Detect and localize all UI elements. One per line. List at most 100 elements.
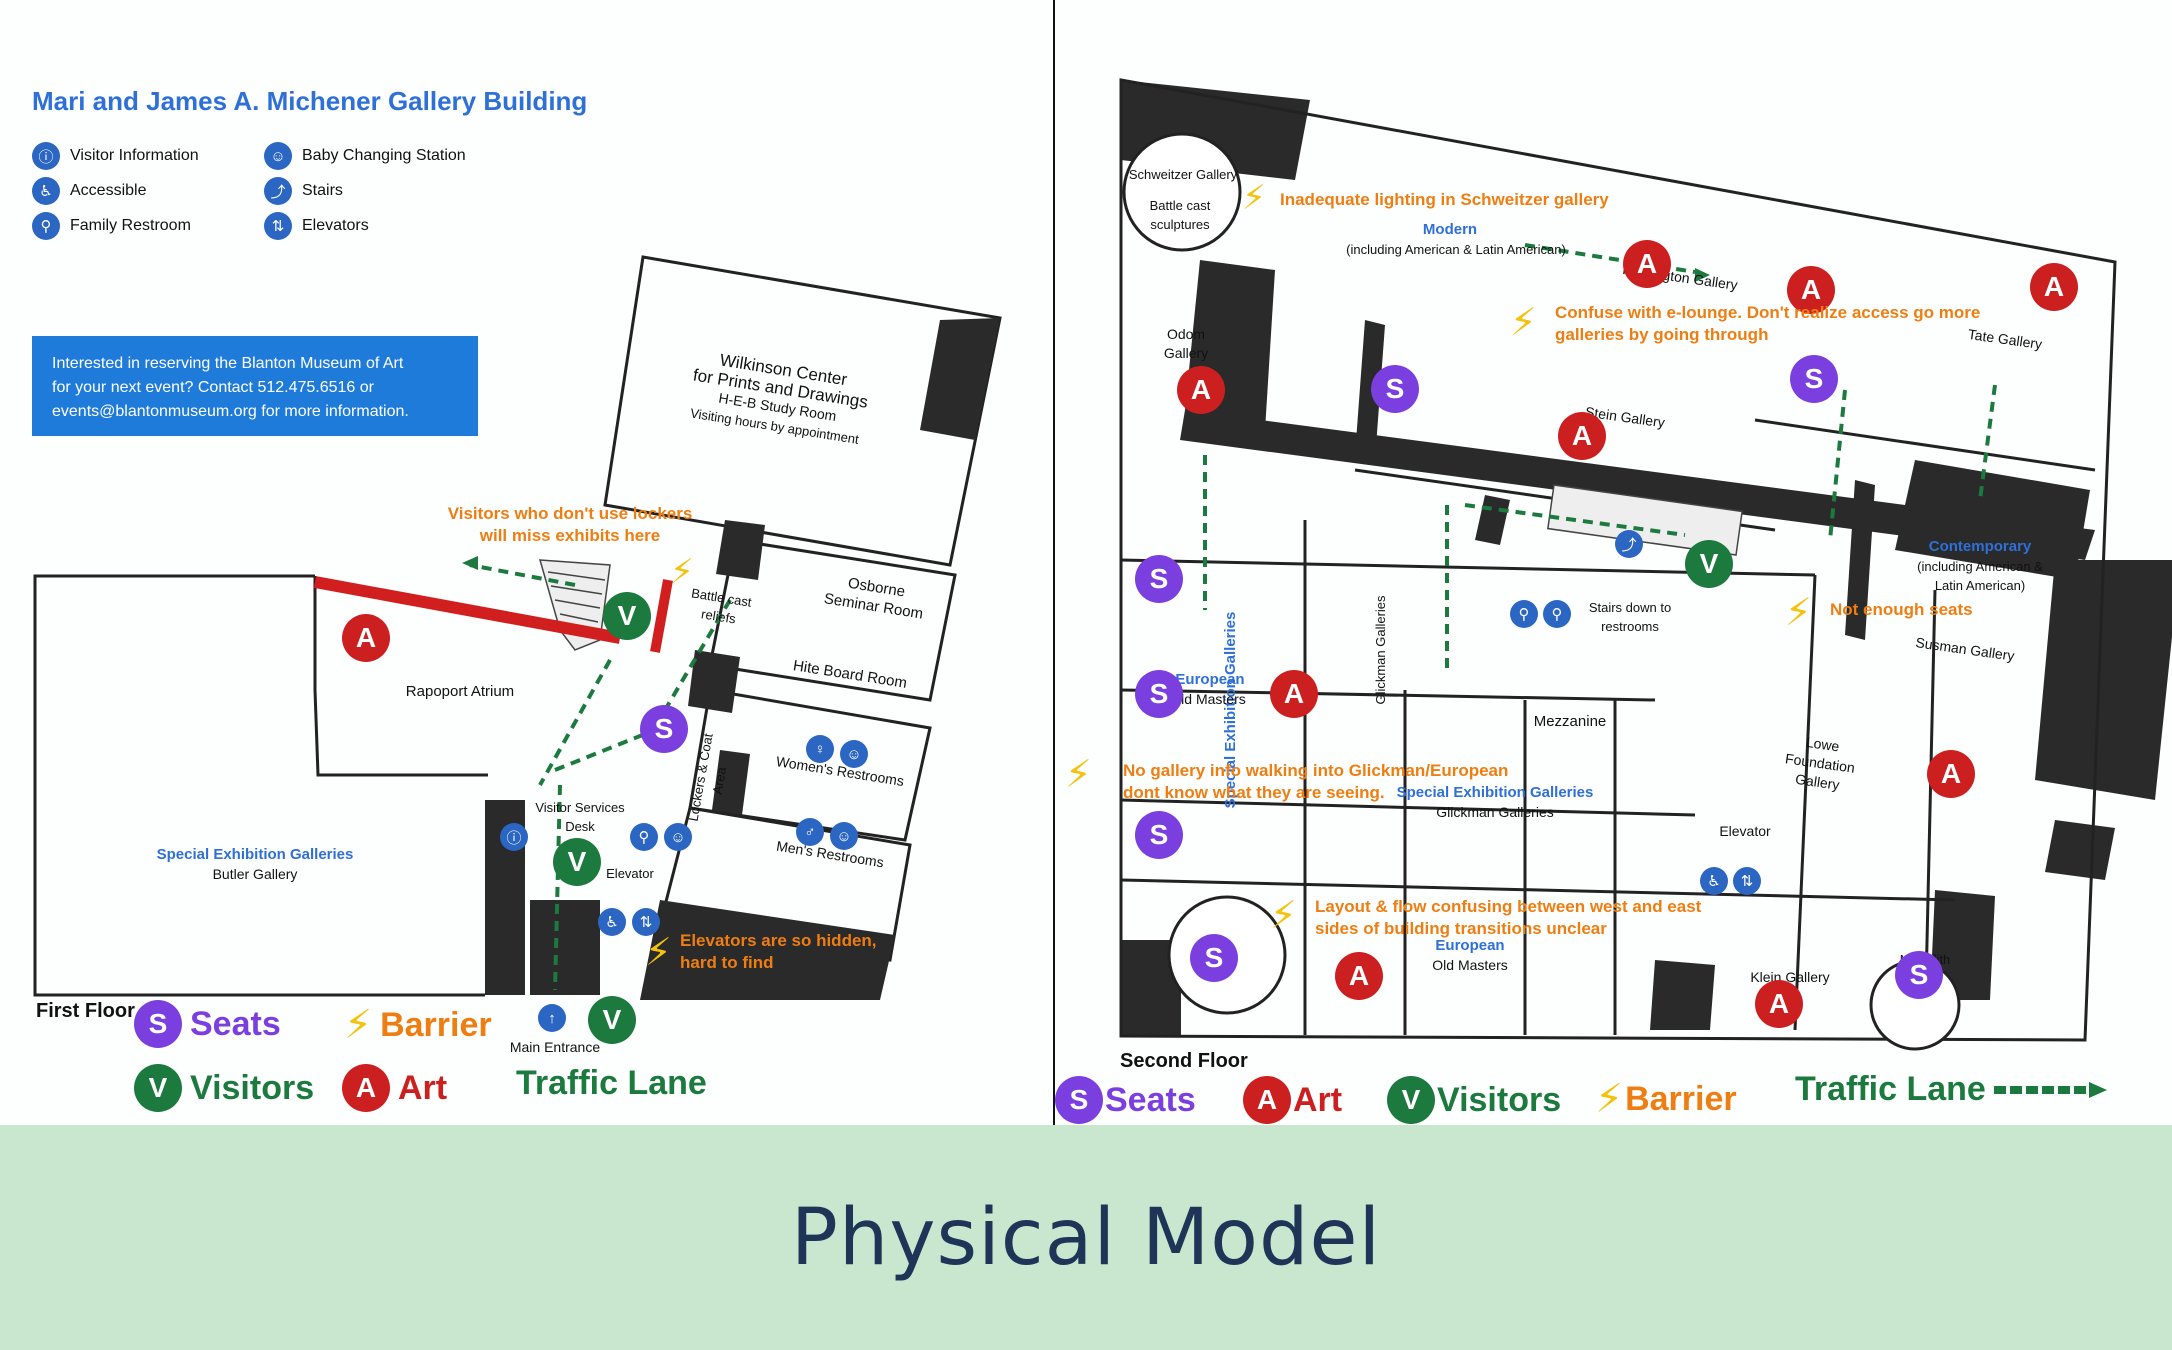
barrier-bolt-icon: ⚡ (1595, 1077, 1624, 1121)
barrier-bolt-icon: ⚡ (1270, 895, 1297, 937)
stairs-icon: ⤴ (1615, 530, 1643, 558)
odom-label: Odom Gallery (1163, 326, 1209, 361)
visitor-desk-label: Visitor Services Desk (535, 800, 625, 834)
barrier-bolt-icon: ⚡ (1785, 592, 1812, 634)
main-entrance-label: Main Entrance (509, 1039, 601, 1055)
key-traffic-lane: Traffic Lane (516, 1064, 707, 1102)
key-seats: S Seats (1055, 1076, 1196, 1124)
barrier-elevators-note: Elevators are so hidden, hard to find (680, 931, 877, 972)
seats-marker: S (1190, 934, 1238, 982)
entrance-arrow-icon: ↑ (538, 1004, 566, 1032)
legend-elevators: ⇅ Elevators (264, 212, 369, 240)
seats-marker: S (1895, 951, 1943, 999)
mens-restroom-icon: ♂ (796, 818, 824, 846)
legend-stairs: ⤴ Stairs (264, 177, 343, 205)
special-exhibition-label: Special Exhibition Galleries (156, 846, 354, 863)
baby-changing-icon: ☺ (664, 823, 692, 851)
wheelchair-icon: ♿ (32, 177, 60, 205)
special-exhibition-label-2: Special Exhibition Galleries (1396, 784, 1594, 801)
wheelchair-icon: ♿ (598, 908, 626, 936)
art-marker: A (1623, 240, 1671, 288)
key-art: A Art (342, 1064, 447, 1112)
key-visitors: V Visitors (134, 1064, 314, 1112)
stairs-down-label: Stairs down to restrooms (1588, 600, 1672, 634)
traffic-lanes (1203, 243, 1997, 675)
european-label-2: European (1435, 937, 1505, 954)
info-desk-icon: ⓘ (500, 823, 528, 851)
wheelchair-icon: ♿ (1700, 867, 1728, 895)
barrier-gallery-info-note: No gallery info walking into Glickman/Eu… (1123, 761, 1509, 802)
info-desk-icon: ⓘ (32, 142, 60, 170)
seats-marker: S (1790, 355, 1838, 403)
second-floor-outline (1119, 78, 2117, 1042)
barrier-bolt-icon: ⚡ (1242, 179, 1266, 217)
first-floor-label: First Floor (36, 1000, 135, 1022)
family-restroom-icon: ⚲ (1510, 600, 1538, 628)
barrier-lighting-note: Inadequate lighting in Schweitzer galler… (1280, 190, 1609, 209)
seats-marker: S (1371, 365, 1419, 413)
visitors-marker: V (603, 592, 651, 640)
old-masters-label: Old Masters (1170, 691, 1246, 707)
butler-label: Butler Gallery (212, 866, 298, 882)
seats-marker: S (640, 705, 688, 753)
art-marker: A (1335, 952, 1383, 1000)
barrier-lockers-note: Visitors who don't use lockers will miss… (447, 504, 693, 545)
seats-marker: S (1135, 811, 1183, 859)
event-info-box: Interested in reserving the Blanton Muse… (32, 336, 478, 436)
barrier-bolt-icon: ⚡ (670, 553, 694, 591)
schweitzer-label: Schweitzer Gallery (1128, 167, 1238, 182)
legend-baby-changing: ☺ Baby Changing Station (264, 142, 466, 170)
barrier-wall-2 (650, 579, 673, 653)
baby-changing-icon: ☺ (840, 740, 868, 768)
legend-visitor-information: ⓘ Visitor Information (32, 142, 199, 170)
seats-marker: S (1135, 670, 1183, 718)
barrier-wall (313, 576, 622, 644)
mezzanine-label: Mezzanine (1533, 713, 1607, 730)
old-masters-label-2: Old Masters (1432, 957, 1508, 973)
visitors-marker: V (553, 838, 601, 886)
baby-changing-icon: ☺ (264, 142, 292, 170)
key-barrier: ⚡ Barrier (344, 1003, 492, 1047)
caption-band: Physical Model (0, 1125, 2172, 1350)
elevator-icon: ⇅ (264, 212, 292, 240)
art-marker: A (342, 614, 390, 662)
barrier-bolt-icon: ⚡ (344, 1003, 373, 1047)
art-marker: A (1927, 750, 1975, 798)
barrier-layout-note: Layout & flow confusing between west and… (1315, 897, 1702, 938)
second-floor-plan (1119, 78, 2172, 1051)
legend-accessible: ♿ Accessible (32, 177, 146, 205)
elevator-label: Elevator (606, 866, 654, 881)
traffic-lanes (469, 563, 732, 991)
barrier-bolt-icon: ⚡ (645, 932, 672, 974)
key-seats: S Seats (134, 1000, 281, 1048)
legend-family-restroom: ⚲ Family Restroom (32, 212, 191, 240)
second-floor-label: Second Floor (1120, 1050, 1248, 1072)
restroom-outline (688, 688, 932, 842)
wilkinson-room-outline (603, 255, 1002, 567)
european-label: European (1175, 671, 1245, 688)
rapoport-label: Rapoport Atrium (405, 683, 515, 700)
atrium-outline (33, 574, 485, 997)
contemporary-sub-label: (including American & Latin American) (1917, 559, 2043, 593)
first-floor-panel: Mari and James A. Michener Gallery Build… (0, 0, 1053, 1125)
barrier-bolt-icon: ⚡ (1065, 754, 1092, 796)
second-floor-panel: Schweitzer Gallery Battle cast sculpture… (1055, 0, 2172, 1125)
stairs-icon: ⤴ (264, 177, 292, 205)
family-restroom-icon: ⚲ (1543, 600, 1571, 628)
first-floor-plan (33, 255, 1002, 1000)
key-barrier: ⚡ Barrier (1595, 1077, 1737, 1121)
key-art: A Art (1243, 1076, 1342, 1124)
family-restroom-icon: ⚲ (32, 212, 60, 240)
panel-divider (1053, 0, 1056, 1125)
battle-cast-sculptures-label: Battle cast sculptures (1149, 198, 1211, 232)
art-marker: A (2030, 263, 2078, 311)
visitors-marker: V (1685, 540, 1733, 588)
art-marker: A (1787, 266, 1835, 314)
wall-block (920, 318, 1000, 440)
modern-sub-label: (including American & Latin American) (1346, 242, 1566, 257)
womens-restroom-icon: ♀ (806, 735, 834, 763)
modern-label: Modern (1422, 221, 1478, 238)
art-marker: A (1177, 366, 1225, 414)
elevator-icon: ⇅ (632, 908, 660, 936)
art-marker: A (1755, 980, 1803, 1028)
